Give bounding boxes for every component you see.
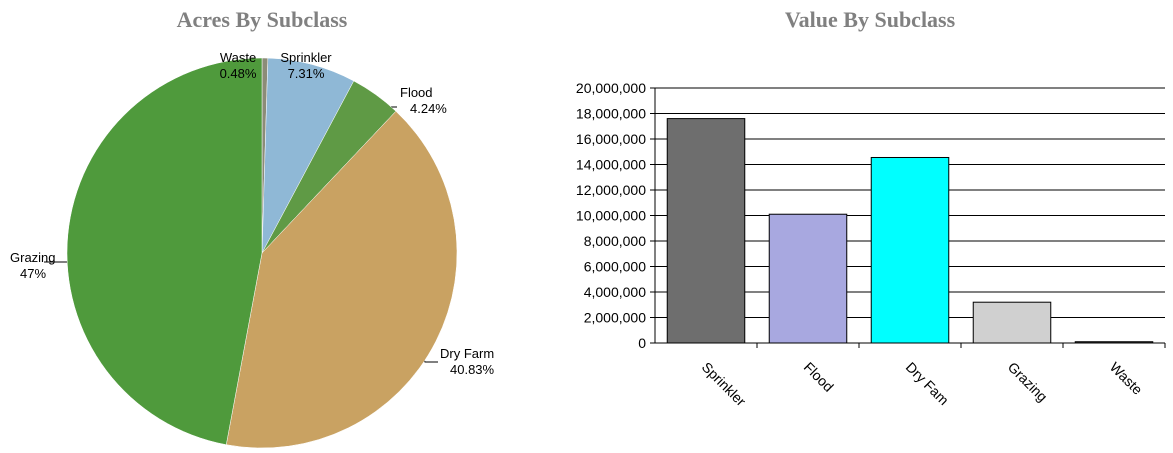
y-tick-label: 0 <box>638 335 646 351</box>
slice-percent: 40.83% <box>450 362 495 377</box>
y-tick-label: 10,000,000 <box>576 208 646 224</box>
pie-slice <box>225 110 458 449</box>
pie-title: Acres By Subclass <box>177 7 348 32</box>
bar <box>768 213 848 344</box>
x-tick-label: Waste <box>1107 359 1146 398</box>
slice-name: Flood <box>400 85 433 100</box>
y-tick-label: 14,000,000 <box>576 157 646 173</box>
y-tick-label: 16,000,000 <box>576 131 646 147</box>
bar-title: Value By Subclass <box>785 7 956 32</box>
bar <box>1074 341 1154 344</box>
y-tick-label: 4,000,000 <box>584 284 646 300</box>
slice-name: Grazing <box>10 250 56 265</box>
bar <box>972 301 1052 344</box>
bar <box>666 118 746 344</box>
x-tick-label: Dry Fam <box>903 359 952 408</box>
slice-name: Waste <box>220 50 256 65</box>
slice-name: Sprinkler <box>280 50 332 65</box>
slice-name: Dry Farm <box>440 346 494 361</box>
y-tick-label: 2,000,000 <box>584 310 646 326</box>
x-tick-label: Grazing <box>1005 359 1051 405</box>
slice-percent: 4.24% <box>410 101 447 116</box>
bar <box>870 156 950 344</box>
y-tick-label: 18,000,000 <box>576 106 646 122</box>
x-tick-label: Flood <box>801 359 837 395</box>
x-tick-label: Sprinkler <box>699 359 750 410</box>
slice-percent: 47% <box>20 266 46 281</box>
y-tick-label: 20,000,000 <box>576 80 646 96</box>
y-tick-label: 6,000,000 <box>584 259 646 275</box>
y-tick-label: 8,000,000 <box>584 233 646 249</box>
slice-percent: 7.31% <box>288 66 325 81</box>
pie-slice <box>66 57 263 445</box>
y-tick-label: 12,000,000 <box>576 182 646 198</box>
slice-percent: 0.48% <box>220 66 257 81</box>
